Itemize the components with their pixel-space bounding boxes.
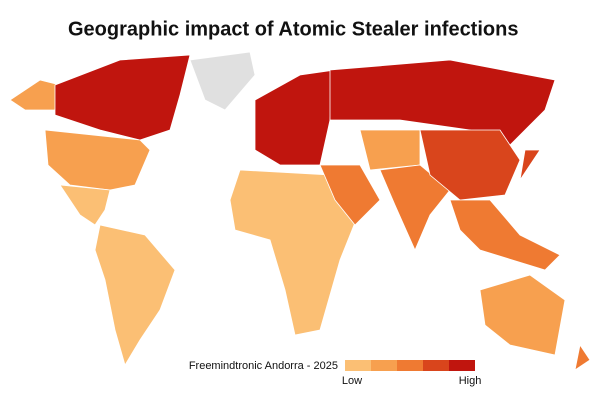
europe [254, 69, 336, 166]
canada [54, 54, 191, 141]
legend-source: Freemindtronic Andorra - 2025 [189, 360, 338, 372]
title: Geographic impact of Atomic Stealer infe… [68, 18, 518, 40]
china [419, 129, 521, 201]
central-america [59, 184, 111, 226]
greenland [189, 51, 256, 111]
world-map [9, 51, 591, 371]
australia [479, 274, 566, 356]
legend-swatch [423, 360, 449, 371]
legend-swatch [371, 360, 397, 371]
legend-high: High [459, 375, 482, 387]
legend-low: Low [342, 375, 362, 387]
middle-east [319, 164, 381, 226]
usa [44, 129, 151, 191]
legend: Freemindtronic Andorra - 2025 Low High [189, 360, 482, 387]
central-asia [359, 129, 421, 171]
southeast-asia [449, 199, 561, 271]
india [379, 164, 451, 251]
alaska [9, 79, 61, 111]
legend-swatch [449, 360, 475, 371]
legend-swatch [345, 360, 371, 371]
japan [519, 149, 541, 181]
south-america [94, 224, 176, 366]
legend-swatch [397, 360, 423, 371]
new-zealand [574, 343, 591, 371]
